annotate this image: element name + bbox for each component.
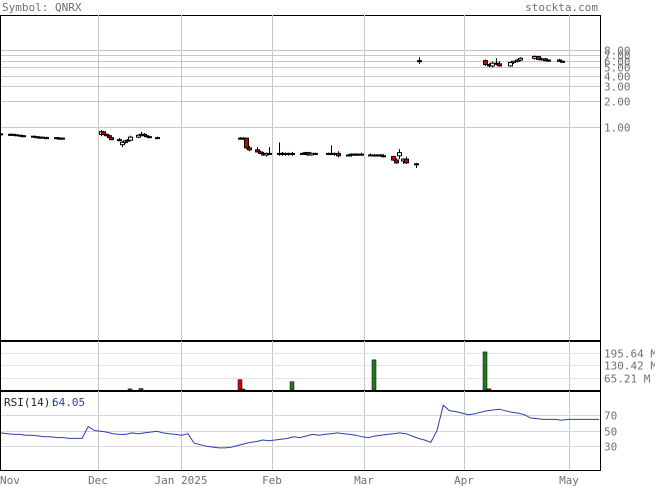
candle-body — [336, 152, 341, 157]
candle-body — [40, 136, 45, 139]
candle-body — [0, 133, 3, 136]
volume-bar — [371, 359, 377, 391]
candle-body — [290, 152, 295, 155]
candle-body — [244, 137, 249, 149]
rsi-tick-label: 70 — [604, 410, 617, 423]
candle-body — [560, 60, 565, 63]
site-label: stockta.com — [525, 1, 598, 14]
candle-body — [286, 152, 291, 155]
x-axis-label: Jan 2025 — [155, 474, 208, 486]
candle-body — [21, 135, 26, 138]
candle-body — [391, 156, 396, 161]
candle-body — [546, 59, 551, 62]
candle-body — [414, 163, 419, 166]
candle-body — [267, 152, 272, 155]
volume-bar — [127, 388, 133, 391]
candle-body — [394, 159, 399, 164]
candle-body — [109, 137, 114, 141]
candle-body — [536, 56, 541, 60]
rsi-name-label: RSI(14): — [4, 396, 57, 409]
volume-bar — [138, 388, 144, 391]
volume-tick-label: 195.64 M — [604, 348, 655, 361]
candle-body — [104, 133, 109, 137]
candle-body — [332, 152, 337, 155]
price-tick-label: 5.00 — [604, 62, 631, 75]
price-panel — [0, 15, 601, 341]
volume-bar — [482, 351, 488, 391]
volume-tick-label: 65.21 M — [604, 373, 651, 386]
x-axis-label: May — [559, 474, 579, 486]
candle-body — [247, 147, 252, 151]
candle-body — [120, 141, 125, 146]
candle-body — [125, 139, 130, 142]
candle-body — [539, 58, 544, 61]
candle-body — [258, 151, 263, 154]
x-axis-label: Feb — [262, 474, 282, 486]
candle-body — [44, 137, 49, 140]
price-tick-label: 4.00 — [604, 71, 631, 84]
price-tick-label: 2.00 — [604, 96, 631, 109]
candle-body — [515, 59, 520, 62]
candle-body — [518, 57, 523, 61]
candle-body — [381, 155, 386, 158]
candle-body — [404, 158, 409, 164]
candle-body — [14, 134, 19, 137]
candle-body — [128, 136, 133, 141]
candle-body — [557, 59, 562, 62]
candle-body — [101, 131, 106, 135]
candle-body — [483, 60, 488, 66]
price-tick-label: 6.00 — [604, 56, 631, 69]
price-tick-label: 8.00 — [604, 45, 631, 58]
candle-body — [417, 60, 422, 63]
candle-body — [359, 153, 364, 156]
candle-body — [497, 63, 502, 67]
candle-body — [355, 153, 360, 156]
candle-body — [313, 152, 318, 155]
x-axis-label: Dec — [88, 474, 108, 486]
volume-bar — [289, 381, 295, 391]
candle-body — [136, 134, 141, 138]
rsi-line — [0, 404, 599, 449]
volume-bar — [237, 379, 243, 391]
candle-body — [532, 56, 537, 59]
candle-body — [511, 60, 516, 64]
candle-body — [117, 139, 122, 142]
volume-bar — [486, 388, 492, 391]
candle-body — [490, 62, 495, 67]
candle-body — [255, 149, 260, 153]
candle-body — [155, 137, 160, 140]
candle-body — [397, 152, 402, 157]
candle-body — [508, 62, 513, 67]
price-tick-label: 3.00 — [604, 81, 631, 94]
price-tick-label: 7.00 — [604, 50, 631, 63]
price-tick-label: 1.00 — [604, 122, 631, 135]
volume-bar — [240, 388, 246, 391]
x-axis-label: Apr — [454, 474, 474, 486]
rsi-tick-label: 30 — [604, 441, 617, 454]
symbol-label: Symbol: QNRX — [2, 1, 82, 14]
volume-tick-label: 130.42 M — [604, 360, 655, 373]
candle-body — [147, 136, 152, 139]
x-axis-label: Mar — [354, 474, 374, 486]
candle-body — [309, 152, 314, 156]
rsi-value-label: 64.05 — [52, 396, 85, 409]
rsi-tick-label: 50 — [604, 426, 617, 439]
candle-body — [368, 154, 373, 157]
candle-body — [60, 137, 65, 140]
x-axis-label: Nov — [0, 474, 20, 486]
